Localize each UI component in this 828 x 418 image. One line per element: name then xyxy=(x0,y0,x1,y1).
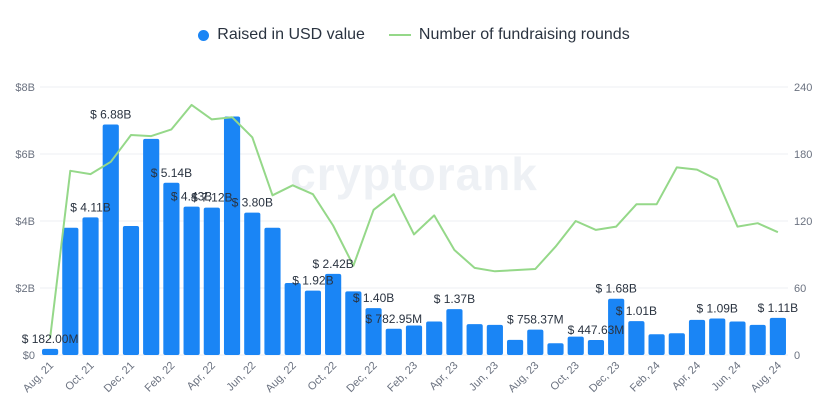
data-label: $ 447.63M xyxy=(568,323,625,337)
legend-item-rounds[interactable]: Number of fundraising rounds xyxy=(388,26,630,44)
x-tick-label: Dec, 23 xyxy=(587,360,622,395)
bar xyxy=(264,227,281,355)
bar xyxy=(82,217,99,355)
bar xyxy=(749,324,766,355)
bar xyxy=(648,334,665,355)
data-label: $ 2.42B xyxy=(312,257,353,271)
bar xyxy=(668,333,685,355)
x-tick-label: Apr, 22 xyxy=(185,360,218,393)
rounds-line xyxy=(49,103,779,339)
data-label: $ 1.01B xyxy=(616,304,657,318)
legend-dot-icon xyxy=(198,29,210,41)
bar xyxy=(769,317,786,355)
bar xyxy=(304,290,322,355)
bar xyxy=(426,321,443,355)
data-label: $ 3.80B xyxy=(232,196,273,210)
bar xyxy=(203,207,220,355)
data-label: $ 1.11B xyxy=(758,301,798,315)
x-tick-label: Apr, 23 xyxy=(427,360,460,393)
y-left-tick-label: $4B xyxy=(15,216,35,228)
bar xyxy=(628,321,645,355)
x-tick-label: Jun, 24 xyxy=(710,360,744,394)
bar xyxy=(284,282,301,355)
bar xyxy=(486,324,503,355)
bar xyxy=(325,273,342,355)
data-label: $ 1.37B xyxy=(434,292,475,306)
y-left-tick-label: $2B xyxy=(15,283,35,295)
bar xyxy=(608,298,625,355)
data-label: $ 4.43B xyxy=(171,190,212,204)
x-tick-label: Oct, 21 xyxy=(63,360,97,394)
y-right-tick-label: 60 xyxy=(794,283,806,295)
y-right-tick-label: 120 xyxy=(794,216,812,228)
y-left-tick-label: $8B xyxy=(15,82,35,94)
x-tick-label: Jun, 22 xyxy=(224,360,258,394)
bars-layer xyxy=(42,116,786,356)
bar xyxy=(223,116,241,355)
bar xyxy=(385,328,402,355)
x-tick-label: Aug, 21 xyxy=(21,360,56,395)
data-label: $ 1.40B xyxy=(353,291,394,305)
data-label: $ 5.14B xyxy=(151,166,192,180)
bar xyxy=(42,348,59,355)
y-right-tick-label: 180 xyxy=(794,149,812,161)
x-tick-label: Jun, 23 xyxy=(467,360,501,394)
y-left-tick-label: $0 xyxy=(23,350,35,362)
data-label: $ 6.88B xyxy=(90,108,131,122)
x-tick-label: Oct, 22 xyxy=(306,360,340,394)
bar xyxy=(345,291,362,355)
y-left-tick-label: $6B xyxy=(15,149,35,161)
x-tick-label: Aug, 22 xyxy=(264,360,299,395)
data-label: $ 4.11B xyxy=(70,200,110,214)
bar xyxy=(122,226,140,355)
bar xyxy=(244,212,261,355)
x-tick-label: Dec, 22 xyxy=(344,360,379,395)
bar xyxy=(527,329,544,355)
bar xyxy=(163,182,180,355)
legend-label-raised: Raised in USD value xyxy=(217,26,365,43)
labels-layer: $ 182.00M$ 4.11B$ 6.88B$ 5.14B$ 4.43B$ 7… xyxy=(22,108,798,346)
data-label: $ 182.00M xyxy=(22,332,79,346)
bar xyxy=(547,343,564,355)
bar xyxy=(62,227,79,355)
bar xyxy=(183,206,200,355)
x-tick-label: Feb, 23 xyxy=(385,360,420,395)
x-tick-label: Apr, 24 xyxy=(670,360,703,393)
bar xyxy=(466,324,483,355)
bar xyxy=(709,318,726,355)
x-tick-label: Feb, 24 xyxy=(628,360,663,395)
y-right-tick-label: 240 xyxy=(794,82,812,94)
bar xyxy=(587,339,605,355)
legend-label-rounds: Number of fundraising rounds xyxy=(418,26,630,43)
bar xyxy=(365,308,382,355)
bar xyxy=(102,124,119,356)
bar xyxy=(567,336,584,355)
bar xyxy=(729,321,746,355)
legend-item-raised[interactable]: Raised in USD value xyxy=(198,26,365,44)
bar xyxy=(506,339,524,355)
bar xyxy=(405,325,423,355)
watermark-logo: cryptorank xyxy=(290,148,538,200)
bar xyxy=(446,309,463,355)
data-label: $ 1.68B xyxy=(595,282,636,296)
x-tick-label: Oct, 23 xyxy=(548,360,582,394)
data-label: $ 758.37M xyxy=(507,313,564,327)
data-label: $ 1.92B xyxy=(292,274,333,288)
y-right-tick-label: 0 xyxy=(794,350,800,362)
bar xyxy=(688,319,706,355)
data-label: $ 782.95M xyxy=(365,312,422,326)
legend: Raised in USD value Number of fundraisin… xyxy=(0,26,828,44)
x-tick-label: Dec, 21 xyxy=(102,360,137,395)
x-tick-label: Aug, 24 xyxy=(749,360,784,395)
legend-line-icon xyxy=(388,34,411,36)
data-label: $ 1.09B xyxy=(697,301,738,315)
data-label: $ 7.12B xyxy=(191,191,232,205)
line-layer xyxy=(49,103,779,339)
x-tick-label: Aug, 23 xyxy=(506,360,541,395)
x-tick-label: Feb, 22 xyxy=(143,360,178,395)
bar xyxy=(143,138,160,355)
